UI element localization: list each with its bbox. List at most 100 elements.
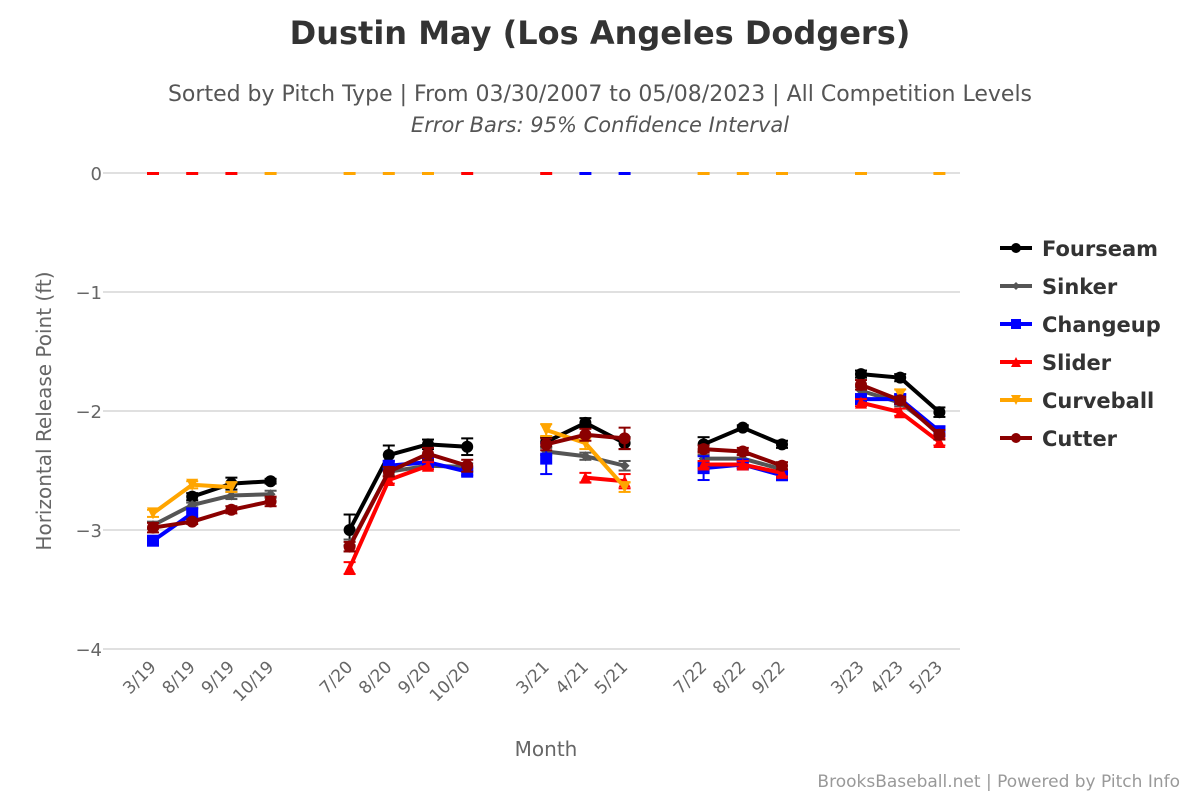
data-point — [382, 449, 395, 462]
legend-label: Sinker — [1042, 275, 1118, 299]
legend: Fourseam Sinker Changeup Slider Curveball Cut… — [1000, 237, 1161, 451]
legend-item-changeup: Changeup — [1000, 313, 1161, 337]
x-tick-label: 3/21 — [513, 657, 554, 698]
legend-item-sinker: Sinker — [1000, 275, 1118, 299]
zero-marker — [618, 172, 631, 175]
data-point — [579, 416, 592, 429]
x-tick-label: 3/23 — [827, 657, 868, 698]
data-point — [619, 460, 630, 471]
credit-text: BrooksBaseball.net | Powered by Pitch In… — [817, 772, 1180, 792]
zero-marker — [736, 172, 749, 175]
zero-marker — [461, 172, 474, 175]
legend-item-curveball: Curveball — [1000, 389, 1154, 413]
data-point — [540, 438, 553, 451]
data-point — [382, 474, 395, 487]
data-point — [933, 435, 946, 448]
data-point — [776, 466, 788, 479]
x-axis-label: Month — [515, 737, 578, 761]
data-point — [736, 421, 749, 434]
data-point — [697, 458, 710, 471]
series-fourseam — [186, 368, 946, 547]
series-curveball — [147, 388, 907, 520]
data-point — [579, 471, 592, 484]
data-point — [933, 428, 946, 441]
data-point — [382, 465, 395, 478]
zero-marker — [382, 172, 395, 175]
y-axis-label: Horizontal Release Point (ft) — [32, 271, 56, 550]
data-point — [855, 368, 867, 381]
zero-marker — [147, 172, 159, 175]
chart-subtitle-error-bars: Error Bars: 95% Confidence Interval — [410, 113, 790, 137]
legend-item-slider: Slider — [1000, 351, 1112, 375]
zero-marker — [855, 172, 867, 175]
data-point — [736, 445, 749, 458]
data-point — [579, 428, 592, 441]
data-point — [186, 478, 199, 491]
data-point — [343, 562, 356, 575]
data-point — [736, 458, 749, 471]
data-point — [147, 534, 159, 547]
legend-label: Slider — [1042, 351, 1112, 375]
data-point — [894, 406, 907, 419]
data-point — [186, 490, 199, 503]
legend-label: Changeup — [1042, 313, 1161, 337]
data-point — [264, 495, 277, 508]
x-tick-label: 4/21 — [552, 657, 593, 698]
legend-marker-icon — [1011, 357, 1021, 367]
chart-title: Dustin May (Los Angeles Dodgers) — [289, 14, 911, 52]
legend-marker-icon — [1011, 319, 1021, 329]
data-point — [776, 438, 788, 451]
series-line — [152, 492, 271, 528]
legend-item-cutter: Cutter — [1000, 427, 1118, 451]
zero-marker — [343, 172, 356, 175]
data-point — [580, 451, 591, 462]
legend-marker-icon — [1011, 243, 1021, 253]
data-point — [186, 507, 199, 520]
data-point — [855, 396, 867, 409]
data-point — [618, 481, 631, 494]
legend-marker-icon — [1012, 282, 1020, 290]
data-point — [225, 481, 238, 494]
series-line — [151, 511, 194, 543]
data-point — [343, 540, 356, 553]
series-line — [347, 442, 468, 531]
data-point — [540, 424, 553, 437]
series-line — [152, 499, 272, 530]
data-point — [422, 459, 434, 472]
data-point — [776, 459, 788, 472]
data-point — [540, 452, 553, 465]
zero-marker — [579, 172, 592, 175]
y-tick-labels: 0 −1 −2 −3 −4 — [75, 164, 102, 661]
zero-marker — [933, 172, 946, 175]
legend-label: Cutter — [1042, 427, 1118, 451]
x-tick-label: 10/19 — [229, 657, 278, 706]
x-tick-label: 4/23 — [867, 657, 908, 698]
series-changeup — [147, 393, 946, 547]
x-tick-label: 7/22 — [670, 657, 711, 698]
x-tick-label: 9/22 — [748, 657, 789, 698]
x-tick-label: 8/19 — [159, 657, 200, 698]
legend-marker-icon — [1011, 433, 1021, 443]
legend-marker-icon — [1011, 395, 1021, 405]
data-point — [618, 432, 631, 445]
x-tick-label: 10/20 — [426, 657, 475, 706]
data-point — [186, 515, 199, 528]
x-tick-label: 3/19 — [119, 657, 160, 698]
x-tick-label: 5/21 — [591, 657, 632, 698]
chart-subtitle: Sorted by Pitch Type | From 03/30/2007 t… — [167, 82, 1033, 107]
x-tick-label: 5/23 — [906, 657, 947, 698]
zero-marker — [776, 172, 788, 175]
grid-lines — [103, 172, 960, 650]
data-point — [264, 475, 277, 488]
y-tick-label: −2 — [75, 402, 102, 423]
data-point — [697, 443, 710, 456]
zero-marker — [540, 172, 553, 175]
x-tick-label: 7/20 — [316, 657, 357, 698]
data-point — [894, 371, 907, 384]
y-tick-label: −3 — [75, 521, 102, 542]
data-point — [461, 459, 474, 472]
data-point — [894, 394, 907, 407]
data-point — [147, 521, 159, 534]
series-layer — [147, 368, 946, 576]
